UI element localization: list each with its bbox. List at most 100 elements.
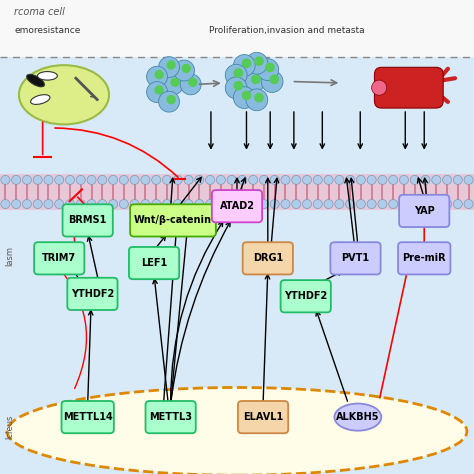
Circle shape: [163, 200, 172, 209]
Text: BRMS1: BRMS1: [69, 215, 107, 226]
Circle shape: [356, 175, 365, 184]
Circle shape: [378, 175, 387, 184]
Circle shape: [410, 175, 419, 184]
Circle shape: [292, 200, 301, 209]
Circle shape: [98, 175, 107, 184]
Circle shape: [453, 175, 462, 184]
Circle shape: [12, 175, 21, 184]
Circle shape: [234, 82, 243, 90]
Circle shape: [119, 200, 128, 209]
Circle shape: [432, 175, 441, 184]
Circle shape: [167, 61, 175, 69]
Circle shape: [22, 200, 31, 209]
Circle shape: [159, 91, 180, 112]
Circle shape: [313, 200, 322, 209]
Circle shape: [238, 200, 247, 209]
FancyBboxPatch shape: [67, 278, 118, 310]
Circle shape: [33, 175, 42, 184]
FancyBboxPatch shape: [146, 401, 196, 433]
Circle shape: [255, 57, 263, 65]
Ellipse shape: [334, 403, 381, 431]
Circle shape: [130, 200, 139, 209]
Ellipse shape: [19, 65, 109, 124]
FancyBboxPatch shape: [34, 242, 84, 274]
Circle shape: [270, 200, 279, 209]
Circle shape: [180, 74, 201, 95]
Circle shape: [227, 200, 236, 209]
Circle shape: [206, 175, 215, 184]
Text: ALKBH5: ALKBH5: [336, 412, 380, 422]
Circle shape: [225, 77, 247, 99]
Circle shape: [152, 200, 161, 209]
Circle shape: [227, 175, 236, 184]
Circle shape: [141, 175, 150, 184]
Circle shape: [173, 60, 194, 81]
Ellipse shape: [7, 388, 467, 474]
Text: LEF1: LEF1: [141, 258, 167, 268]
Circle shape: [146, 82, 167, 102]
FancyBboxPatch shape: [399, 195, 449, 227]
FancyBboxPatch shape: [129, 247, 179, 279]
Text: METTL3: METTL3: [149, 412, 192, 422]
Circle shape: [252, 75, 260, 83]
Circle shape: [242, 91, 251, 100]
FancyBboxPatch shape: [0, 0, 474, 57]
FancyBboxPatch shape: [212, 190, 262, 222]
Circle shape: [55, 200, 64, 209]
Text: Pre-miR: Pre-miR: [402, 253, 446, 264]
FancyArrowPatch shape: [91, 94, 95, 98]
Text: Proliferation,invasion and metasta: Proliferation,invasion and metasta: [209, 27, 364, 35]
Circle shape: [249, 175, 258, 184]
FancyBboxPatch shape: [330, 242, 381, 274]
Circle shape: [378, 200, 387, 209]
Text: DRG1: DRG1: [253, 253, 283, 264]
Circle shape: [259, 200, 268, 209]
Circle shape: [346, 175, 355, 184]
Circle shape: [167, 96, 175, 103]
Text: METTL14: METTL14: [63, 412, 112, 422]
Circle shape: [324, 200, 333, 209]
Circle shape: [453, 200, 462, 209]
Circle shape: [261, 71, 283, 92]
Circle shape: [173, 200, 182, 209]
FancyBboxPatch shape: [62, 401, 114, 433]
Circle shape: [206, 200, 215, 209]
FancyBboxPatch shape: [0, 57, 474, 474]
Circle shape: [65, 175, 74, 184]
Circle shape: [189, 78, 197, 86]
Text: PVT1: PVT1: [341, 253, 370, 264]
Ellipse shape: [27, 74, 45, 87]
Circle shape: [243, 71, 264, 92]
Circle shape: [195, 200, 204, 209]
Text: Wnt/β-catenin: Wnt/β-catenin: [134, 215, 212, 226]
Circle shape: [259, 175, 268, 184]
Circle shape: [421, 200, 430, 209]
Text: lcleus: lcleus: [6, 414, 15, 439]
Circle shape: [234, 69, 243, 77]
Circle shape: [302, 200, 311, 209]
Circle shape: [400, 175, 409, 184]
Text: YTHDF2: YTHDF2: [284, 291, 328, 301]
Text: ATAD2: ATAD2: [219, 201, 255, 211]
Circle shape: [1, 175, 10, 184]
Circle shape: [141, 200, 150, 209]
Circle shape: [335, 200, 344, 209]
Circle shape: [109, 175, 118, 184]
Circle shape: [184, 200, 193, 209]
FancyBboxPatch shape: [238, 401, 288, 433]
Circle shape: [87, 175, 96, 184]
Circle shape: [155, 86, 163, 94]
Circle shape: [367, 175, 376, 184]
Circle shape: [216, 175, 225, 184]
Circle shape: [163, 74, 183, 95]
Text: emoresistance: emoresistance: [14, 27, 81, 35]
Circle shape: [464, 175, 473, 184]
Circle shape: [33, 200, 42, 209]
Circle shape: [410, 200, 419, 209]
Ellipse shape: [31, 95, 50, 104]
Circle shape: [155, 71, 163, 79]
Circle shape: [335, 175, 344, 184]
Circle shape: [65, 200, 74, 209]
Text: YTHDF2: YTHDF2: [71, 289, 114, 299]
Circle shape: [356, 200, 365, 209]
